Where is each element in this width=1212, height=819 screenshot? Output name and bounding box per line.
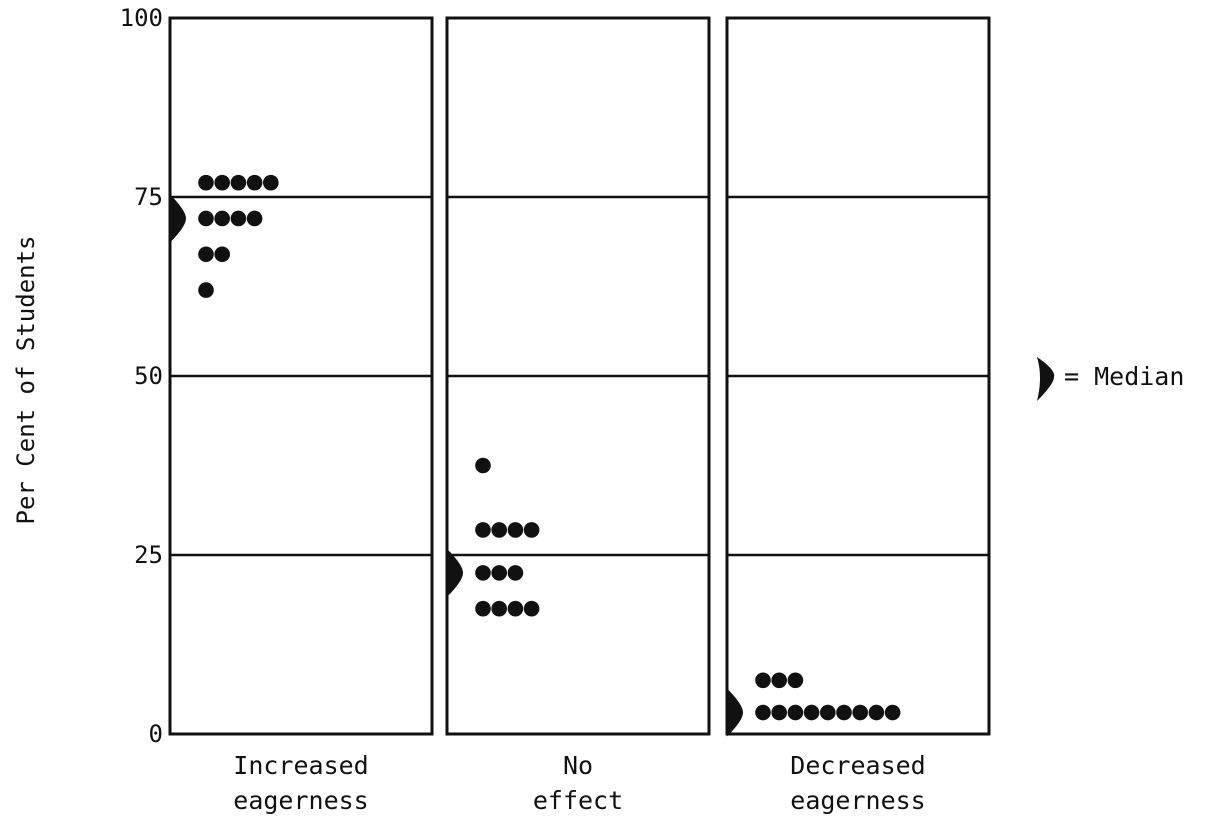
- y-tick-label: 100: [120, 4, 163, 32]
- data-dot: [214, 210, 230, 227]
- y-tick-label: 75: [134, 183, 163, 211]
- data-dot: [507, 522, 524, 538]
- chart-panels: Increased eagerness No effect Decreased eager…: [168, 16, 991, 815]
- data-dot: [475, 600, 491, 617]
- category-label: No: [563, 751, 593, 780]
- data-dot: [198, 282, 214, 298]
- data-dot: [475, 522, 491, 538]
- panel-frame: [725, 16, 991, 736]
- panel: Increased eagerness: [168, 16, 434, 815]
- data-dot: [214, 174, 230, 191]
- data-dot: [198, 210, 214, 227]
- category-label: Decreased: [790, 751, 925, 780]
- category-label: eagerness: [233, 786, 368, 815]
- panel: Decreased eagerness: [725, 16, 991, 815]
- legend-label: = Median: [1064, 362, 1184, 391]
- category-label: effect: [533, 786, 623, 815]
- data-dot: [246, 174, 263, 191]
- category-label: Increased: [233, 751, 368, 780]
- data-dot: [755, 704, 771, 721]
- data-dot: [230, 174, 247, 191]
- data-dot: [491, 522, 508, 538]
- y-tick-label: 25: [134, 541, 163, 569]
- category-label: eagerness: [790, 786, 925, 815]
- data-dot: [230, 210, 247, 227]
- y-axis-ticks: 0 25 50 75 100: [120, 4, 163, 748]
- legend: = Median: [1037, 357, 1184, 401]
- median-marker: [170, 194, 186, 243]
- data-dot: [507, 565, 524, 581]
- y-tick-label: 0: [149, 720, 163, 748]
- data-dot: [507, 600, 524, 617]
- data-dot: [491, 600, 508, 617]
- data-dot: [475, 457, 491, 474]
- data-dot: [787, 704, 804, 721]
- panel-frame: [445, 16, 711, 736]
- data-dot: [771, 672, 787, 689]
- data-dot: [198, 174, 214, 191]
- median-marker: [727, 688, 743, 737]
- y-tick-label: 50: [134, 362, 163, 390]
- y-axis-label: Per Cent of Students: [12, 236, 40, 525]
- panel: No effect: [445, 16, 711, 815]
- data-dot: [868, 704, 885, 721]
- data-dot: [836, 704, 852, 721]
- data-dot: [884, 704, 901, 721]
- data-dot: [246, 210, 263, 227]
- data-dot: [263, 174, 279, 191]
- data-dot: [820, 704, 836, 721]
- data-dot: [803, 704, 820, 721]
- data-dot: [523, 522, 540, 538]
- data-dot: [787, 672, 804, 689]
- median-marker: [447, 548, 463, 597]
- panel-frame: [168, 16, 434, 736]
- data-dot: [523, 600, 540, 617]
- data-dot: [475, 565, 491, 581]
- data-dot: [755, 672, 771, 689]
- data-dot: [771, 704, 787, 721]
- data-dot: [214, 246, 230, 263]
- data-dot: [852, 704, 868, 721]
- data-dot: [491, 565, 508, 581]
- data-dot: [198, 246, 214, 263]
- median-legend-marker: [1037, 357, 1055, 401]
